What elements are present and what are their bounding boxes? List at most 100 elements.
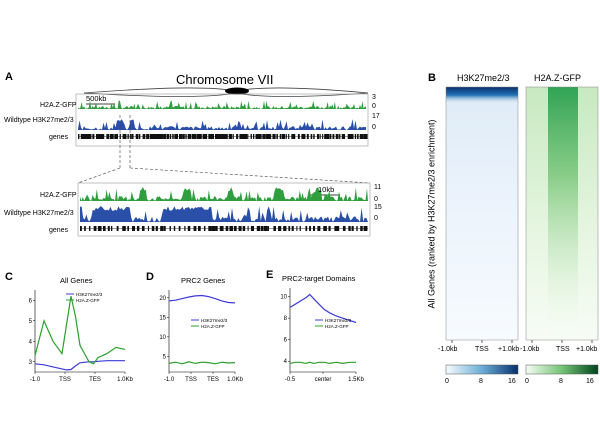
legend-label: H3K27me2/3 (201, 318, 228, 323)
y-tick-label: 5 (29, 319, 33, 325)
chart-panel-e: E PRC2-target Domains 4 6 8 10 -0.5 center 1.5Kb… (266, 269, 364, 383)
heatmap-left-xtick-3: +1.0kb (498, 346, 520, 353)
zoom-h2az-label: H2A.Z-GFP (40, 192, 77, 199)
x-tick-label: 1.5Kb (348, 377, 364, 383)
series-line-h3k27me23 (34, 360, 125, 371)
heatmap-right-core (548, 87, 578, 340)
zoom-h2az-min: 0 (374, 196, 378, 203)
y-tick-label: 4 (29, 339, 33, 345)
top-k27-min: 0 (372, 124, 376, 131)
top-track-frame (75, 93, 369, 147)
zoom-genes-label: genes (49, 227, 69, 234)
top-k27-track (78, 119, 366, 130)
legend-label: H2A.Z-GFP (76, 298, 100, 303)
zoom-genes-track (80, 226, 368, 231)
zoom-k27-max: 15 (374, 204, 382, 211)
x-tick-label: -1.0 (30, 377, 41, 383)
series-line-h2azgfp (168, 361, 236, 365)
cbar-right-8: 8 (559, 378, 563, 385)
y-tick-label: 10 (280, 295, 287, 301)
signal-area (80, 206, 368, 222)
top-h2az-track (78, 100, 366, 109)
scale-label-zoom: 10kb (318, 185, 335, 194)
panel-letter: C (5, 271, 13, 283)
panel-letter: E (266, 269, 273, 281)
series-line-h2azgfp (34, 295, 126, 365)
chart-panel-d: D PRC2 Genes 5 10 15 20 -1.0 TSS TES 1.0Kb H3K27me… (146, 271, 243, 383)
x-tick-label: TSS (185, 377, 197, 383)
y-tick-label: 4 (284, 359, 288, 365)
x-tick-label: TES (207, 377, 219, 383)
top-h2az-max: 3 (372, 94, 376, 101)
x-tick-label: -1.0 (164, 377, 175, 383)
chart-title: PRC2-target Domains (282, 274, 356, 283)
y-tick-label: 20 (159, 296, 166, 302)
top-h2az-label: H2A.Z-GFP (40, 102, 77, 109)
heatmap-left-xtick-2: TSS (475, 346, 489, 353)
cbar-left-0: 0 (445, 378, 449, 385)
y-tick-label: 6 (29, 298, 33, 304)
scale-label-top: 500kb (86, 94, 107, 103)
centromere (225, 87, 249, 95)
heatmap-title-left: H3K27me2/3 (457, 73, 510, 83)
x-tick-label: -0.5 (285, 377, 296, 383)
heatmap-left (446, 87, 518, 340)
panel-a-letter: A (5, 71, 13, 83)
chart-title: PRC2 Genes (181, 276, 225, 285)
series-line-h3k27me23 (289, 293, 357, 324)
y-tick-label: 8 (284, 316, 288, 322)
colorbar-left (445, 364, 519, 375)
top-k27-max: 17 (372, 113, 380, 120)
x-tick-label: 1.0Kb (227, 377, 243, 383)
heatmap-left-top-band (446, 87, 518, 103)
heatmap-title-right: H2A.Z-GFP (534, 73, 582, 83)
signal-area (78, 119, 366, 130)
y-tick-label: 10 (159, 335, 166, 341)
heatmap-right-xtick-1: -1.0kb (520, 346, 540, 353)
top-genes-label: genes (49, 134, 69, 141)
chart-panel-c: C All Genes 3 4 5 6 -1.0 TSS TES 1.0Kb H3K27me2/3H… (5, 271, 133, 383)
legend-label: H3K27me2/3 (76, 292, 103, 297)
zoom-guide-left (77, 167, 121, 184)
top-k27-label: Wildtype H3K27me2/3 (4, 117, 74, 124)
zoom-k27-label: Wildtype H3K27me2/3 (4, 210, 74, 217)
chart-title: All Genes (60, 276, 93, 285)
cbar-right-16: 16 (586, 378, 594, 385)
y-tick-label: 5 (163, 354, 167, 360)
colorbar-right (525, 364, 599, 375)
chromosome-label: Chromosome VII (176, 72, 274, 87)
zoom-track-frame (77, 182, 371, 237)
legend-label: H3K27me2/3 (325, 318, 352, 323)
heatmap-right-xtick-3: +1.0kb (576, 346, 598, 353)
signal-area (80, 187, 368, 201)
top-genes-track (78, 134, 368, 139)
signal-area (78, 100, 366, 109)
legend-label: H2A.Z-GFP (325, 324, 349, 329)
x-tick-label: center (315, 377, 332, 383)
heatmap-right-xtick-2: TSS (556, 346, 570, 353)
x-tick-label: 1.0Kb (117, 377, 133, 383)
y-tick-label: 15 (159, 315, 166, 321)
legend-label: H2A.Z-GFP (201, 324, 225, 329)
panel-letter: D (146, 271, 154, 283)
series-line-h2azgfp (289, 361, 356, 365)
zoom-guide-right (129, 167, 371, 184)
x-tick-label: TSS (59, 377, 71, 383)
zoom-k27-track (80, 206, 368, 222)
cbar-left-16: 16 (508, 378, 516, 385)
series-line-h3k27me23 (168, 294, 236, 304)
x-tick-label: TES (89, 377, 101, 383)
heatmap-left-xtick-1: -1.0kb (438, 346, 458, 353)
zoom-k27-min: 0 (374, 215, 378, 222)
y-tick-label: 3 (29, 360, 33, 366)
cbar-left-8: 8 (479, 378, 483, 385)
zoom-h2az-track (80, 187, 368, 201)
zoom-h2az-max: 11 (374, 184, 382, 191)
y-tick-label: 6 (284, 338, 288, 344)
top-h2az-min: 0 (372, 103, 376, 110)
cbar-right-0: 0 (525, 378, 529, 385)
panel-b-letter: B (428, 72, 436, 84)
